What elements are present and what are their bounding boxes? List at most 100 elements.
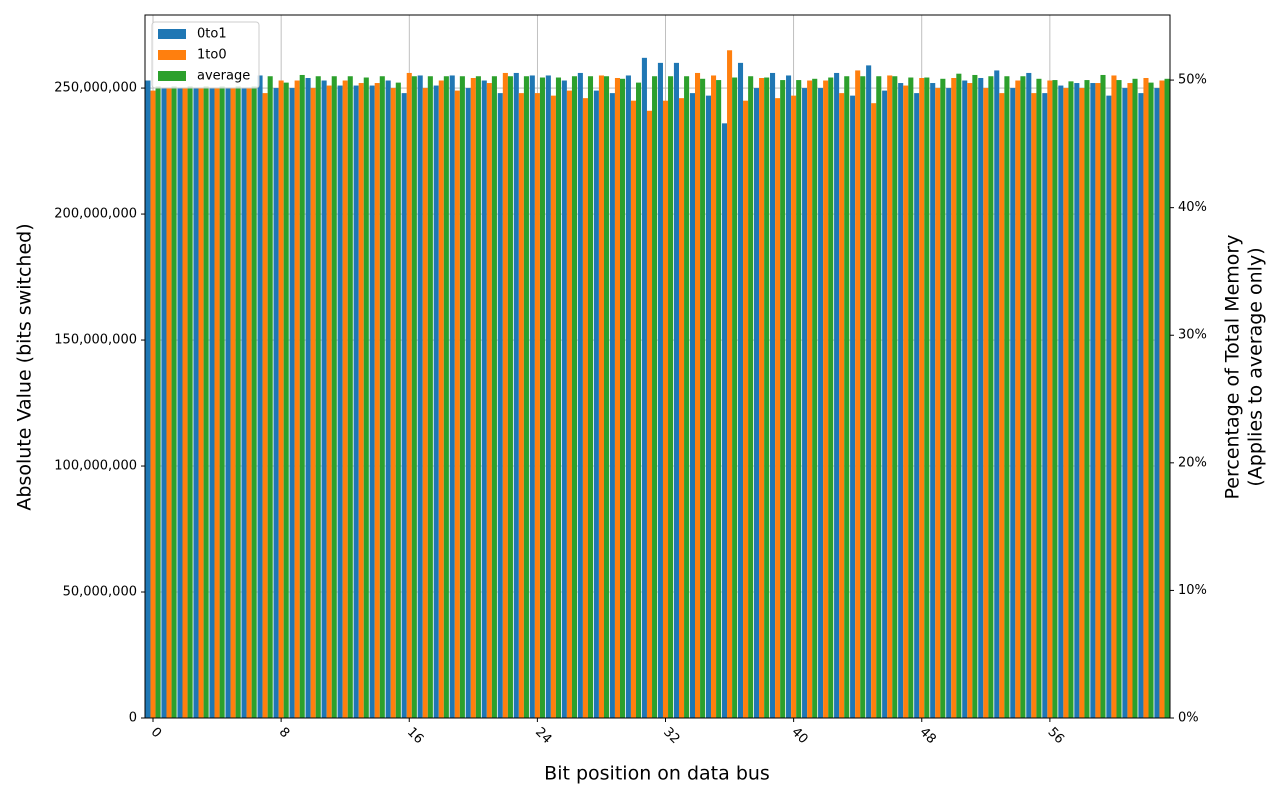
bar [614,77,620,719]
bar [529,75,535,718]
bar [705,95,712,719]
bar [470,77,476,719]
bar [502,72,508,718]
bar [994,70,1000,718]
bar [305,77,311,719]
bar [828,77,834,719]
bar [1106,95,1112,719]
bar [315,76,321,718]
bar [1026,72,1032,718]
bar [882,90,888,718]
bar [155,86,161,719]
bar [187,86,193,719]
bar [850,95,856,719]
bar [1148,82,1154,719]
bar [802,88,808,719]
bar [209,88,215,719]
bar [673,62,679,718]
bar [999,93,1005,719]
bar [182,88,188,719]
bar [796,80,802,718]
bar [812,78,818,719]
bar [1143,77,1149,719]
bar [636,82,642,719]
bar [331,76,337,718]
bar [587,76,594,718]
plot-frame [144,14,1171,719]
bar [513,72,519,718]
bar [1010,88,1016,719]
y-tick-label: 100,000,000 [54,459,137,474]
y-tick-label: 150,000,000 [54,333,137,348]
bar [903,85,909,718]
bar [646,110,653,719]
bar [523,76,529,718]
x-tick-label: 16 [404,725,426,747]
bar [711,75,717,718]
bar [395,82,401,719]
bar [962,80,968,718]
bar [411,76,417,718]
bar [818,88,824,719]
bar [507,76,513,718]
bar [732,77,738,719]
bar [374,83,380,719]
bar [273,88,279,719]
bar [555,77,562,719]
bar [983,88,989,719]
y2-tick-label: 40% [1178,200,1207,215]
bar [550,95,556,719]
bar [369,85,375,718]
bar [235,86,241,719]
bar [1036,78,1042,719]
bar [1127,83,1133,719]
bar [951,77,957,719]
bar [716,80,722,718]
bar [603,76,610,718]
bar [625,75,631,718]
bar [924,77,930,719]
bar [855,70,861,718]
bar [871,103,877,719]
bar [161,88,167,719]
bar [598,75,604,718]
x-tick-label: 48 [916,725,938,747]
bar [353,85,359,718]
bar [791,95,797,719]
bar [695,72,701,718]
bar [780,80,786,718]
bar [892,76,898,718]
y-tick-label: 0 [129,711,137,726]
bar [486,83,492,719]
bar [946,88,952,719]
bar [198,88,204,719]
bar [481,80,487,718]
bar [700,78,706,719]
bar [454,90,460,718]
y-tick-label: 50,000,000 [63,585,137,600]
bar [1004,76,1010,718]
bar [1084,80,1090,718]
bar [219,86,225,719]
bar [1122,88,1128,719]
bar [406,72,412,718]
bar [150,90,156,718]
bar [641,57,647,718]
bar [908,77,914,719]
bar [417,75,423,718]
bar [652,76,658,718]
bar [844,76,850,718]
bar [1079,88,1085,719]
bar [459,76,465,718]
y-tick-label: 250,000,000 [54,81,137,96]
bar [433,85,439,718]
bar [678,98,685,719]
bar [748,76,754,718]
bar [1015,80,1021,718]
bar [619,78,626,719]
bar [786,75,792,718]
bar [967,83,973,719]
bar [497,93,503,719]
bar [193,88,199,719]
